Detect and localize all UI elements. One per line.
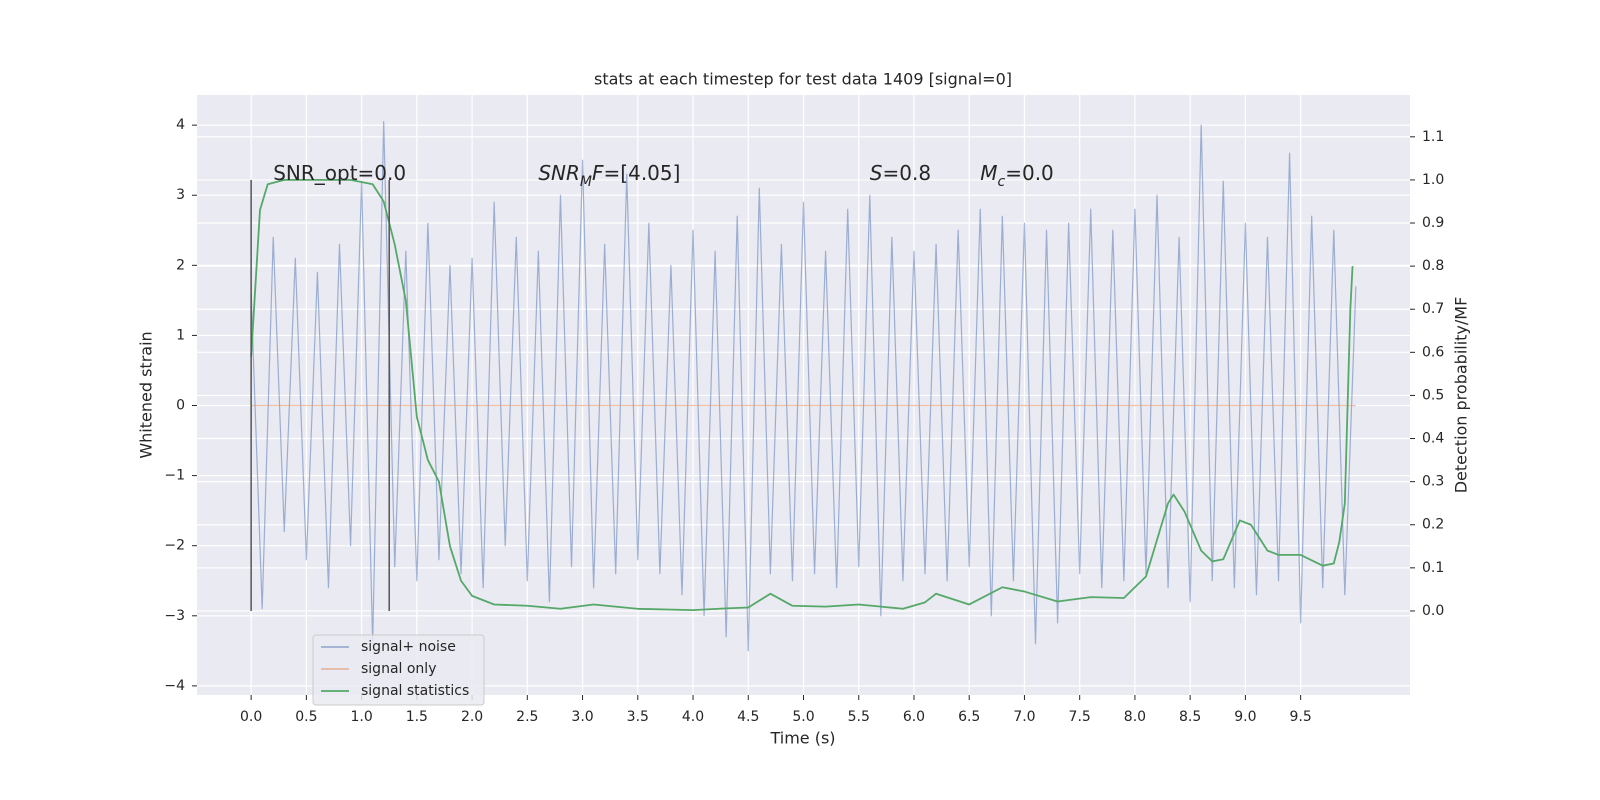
x-tick-label: 5.5 <box>848 709 870 725</box>
y2-axis-label: Detection probability/MF <box>1452 297 1471 494</box>
annotation-part: F <box>592 161 604 185</box>
y-tick-label: −2 <box>164 538 185 554</box>
y-tick-label: 0 <box>176 398 185 414</box>
y2-tick-label: 1.1 <box>1422 129 1444 145</box>
y2-tick-label: 0.7 <box>1422 301 1444 317</box>
y2-tick-label: 0.1 <box>1422 560 1444 576</box>
annotation-part: c <box>998 174 1006 190</box>
x-tick-label: 3.0 <box>571 709 593 725</box>
x-tick-label: 4.0 <box>682 709 704 725</box>
legend-label: signal+ noise <box>361 639 456 655</box>
y2-tick-label: 0.3 <box>1422 474 1444 490</box>
y-tick-label: −3 <box>164 608 185 624</box>
annotation-part: M <box>980 161 997 185</box>
y-tick-label: 1 <box>176 327 185 343</box>
y2-tick-label: 0.5 <box>1422 387 1444 403</box>
y2-tick-label: 0.2 <box>1422 517 1444 533</box>
annotation-part: =0.0 <box>1005 161 1054 185</box>
x-tick-label: 4.5 <box>737 709 759 725</box>
legend-box <box>312 634 485 706</box>
annotation-part: =0.8 <box>882 161 931 185</box>
y2-tick-label: 0.9 <box>1422 215 1444 231</box>
y2-tick-label: 0.0 <box>1422 603 1444 619</box>
x-tick-label: 7.5 <box>1069 709 1091 725</box>
x-tick-label: 8.0 <box>1124 709 1146 725</box>
y-tick-label: −4 <box>164 678 185 694</box>
legend-label: signal statistics <box>361 683 469 699</box>
x-tick-label: 9.0 <box>1234 709 1256 725</box>
legend-label: signal only <box>361 661 436 677</box>
y2-tick-label: 0.8 <box>1422 258 1444 274</box>
annotation-part: M <box>580 174 592 190</box>
annotation-part: =[4.05] <box>604 161 681 185</box>
x-tick-label: 2.5 <box>516 709 538 725</box>
x-tick-label: 8.5 <box>1179 709 1201 725</box>
x-tick-label: 5.0 <box>792 709 814 725</box>
x-tick-label: 3.5 <box>627 709 649 725</box>
annotation: S=0.8 <box>870 161 931 185</box>
x-tick-label: 1.0 <box>350 709 372 725</box>
annotation: Mc=0.0 <box>980 161 1054 191</box>
annotation-part: SNR <box>538 161 580 185</box>
x-tick-label: 6.0 <box>903 709 925 725</box>
y2-tick-label: 1.0 <box>1422 172 1444 188</box>
x-axis-label: Time (s) <box>769 729 835 748</box>
y-tick-label: 4 <box>176 117 185 133</box>
series-line <box>250 179 1354 611</box>
series-line <box>250 121 1357 652</box>
y-axis-label: Whitened strain <box>137 331 156 458</box>
annotation-part: SNR_opt=0.0 <box>273 161 406 185</box>
x-tick-label: 0.0 <box>240 709 262 725</box>
x-tick-label: 2.0 <box>461 709 483 725</box>
x-tick-label: 9.5 <box>1289 709 1311 725</box>
y2-tick-label: 0.4 <box>1422 431 1444 447</box>
annotation: SNRMF=[4.05] <box>538 161 680 191</box>
chart-title: stats at each timestep for test data 140… <box>594 70 1012 89</box>
annotation-part: S <box>870 161 883 185</box>
x-tick-label: 6.5 <box>958 709 980 725</box>
y-tick-label: 2 <box>176 257 185 273</box>
y-tick-label: −1 <box>164 468 185 484</box>
y2-tick-label: 0.6 <box>1422 344 1444 360</box>
x-tick-label: 0.5 <box>295 709 317 725</box>
x-tick-label: 7.0 <box>1013 709 1035 725</box>
legend: signal+ noise signal only signal statistic… <box>312 634 485 706</box>
x-tick-label: 1.5 <box>406 709 428 725</box>
y-tick-label: 3 <box>176 187 185 203</box>
annotation: SNR_opt=0.0 <box>273 161 406 185</box>
